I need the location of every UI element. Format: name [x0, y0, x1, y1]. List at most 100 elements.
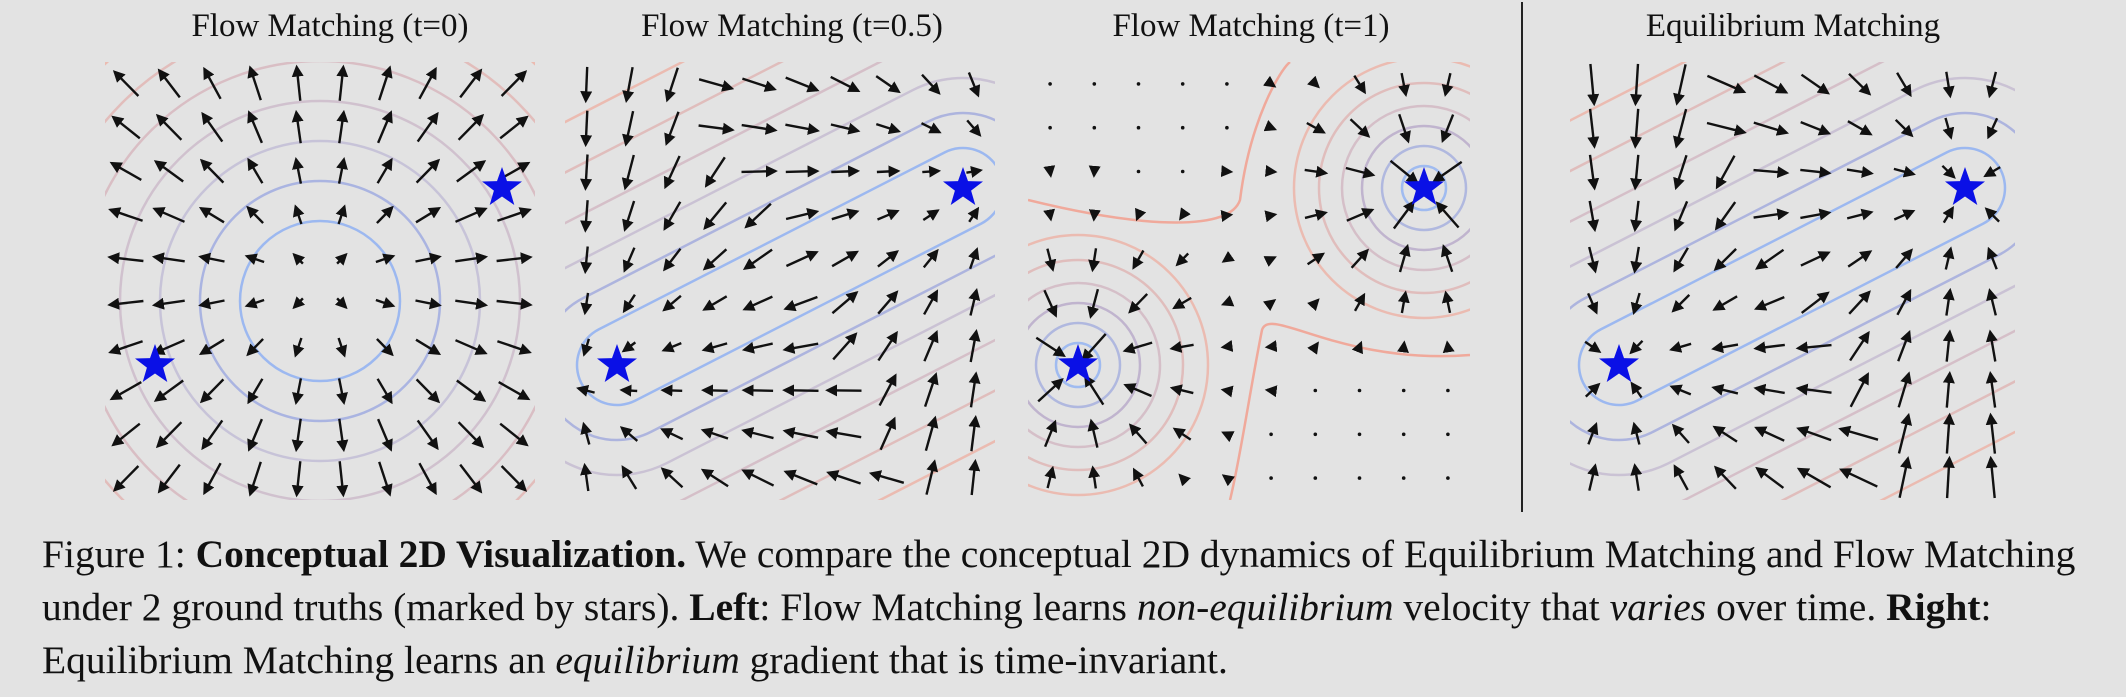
field-arrow: [826, 470, 861, 485]
field-arrow: [107, 252, 144, 265]
field-arrow: [376, 205, 394, 224]
field-arrow: [457, 421, 485, 449]
field-arrow: [663, 247, 682, 272]
field-arrow: [496, 252, 533, 265]
field-arrow: [622, 66, 635, 103]
field-arrow: [1985, 371, 1998, 408]
field-dot: [1048, 125, 1052, 130]
field-arrow: [1986, 117, 1999, 140]
field-arrow: [830, 75, 861, 92]
caption-text-3: velocity that: [1403, 585, 1600, 629]
field-arrow: [785, 165, 820, 178]
contour-line: [1400, 164, 1448, 212]
field-arrow: [151, 252, 185, 265]
field-arrow: [199, 378, 225, 404]
field-arrow: [1897, 371, 1912, 408]
field-arrow: [418, 462, 437, 496]
field-arrow: [921, 73, 941, 95]
field-arrow: [415, 297, 442, 310]
field-arrow: [1587, 154, 1600, 191]
field-arrow: [1942, 412, 1955, 454]
field-arrow: [875, 75, 901, 94]
field-arrow: [1088, 248, 1101, 273]
field-arrow: [246, 338, 264, 357]
field-arrow: [1942, 205, 1954, 224]
field-arrow: [1587, 108, 1600, 149]
field-arrow: [580, 462, 592, 492]
field-arrow: [247, 378, 264, 405]
field-arrow: [580, 154, 593, 191]
contour-line: [1028, 281, 1162, 449]
field-arrow: [376, 110, 393, 144]
field-arrow: [1221, 431, 1235, 443]
field-arrow: [825, 427, 862, 439]
field-arrow: [967, 206, 980, 223]
contour-line: [1570, 76, 2015, 477]
field-arrow: [1753, 208, 1790, 221]
field-arrow: [1800, 251, 1831, 267]
field-arrow: [1263, 75, 1277, 88]
field-arrow: [831, 250, 859, 268]
field-arrow: [203, 66, 222, 100]
field-arrow: [1088, 209, 1101, 222]
field-arrow: [1800, 208, 1832, 221]
field-arrow: [1043, 208, 1056, 222]
field-arrow: [1440, 114, 1455, 144]
field-arrow: [1084, 374, 1105, 406]
field-arrow: [500, 70, 528, 97]
field-arrow: [1755, 248, 1785, 270]
field-arrow: [701, 384, 728, 397]
field-arrow: [1220, 385, 1234, 398]
field-arrow: [968, 415, 981, 452]
field-arrow: [876, 165, 901, 178]
field-arrow: [868, 470, 905, 484]
field-arrow: [1673, 154, 1688, 191]
field-arrow: [1630, 463, 1643, 491]
field-arrow: [1440, 244, 1454, 273]
field-arrow: [744, 202, 772, 229]
field-arrow: [923, 329, 939, 362]
field-arrow: [109, 381, 142, 401]
field-arrow: [1630, 421, 1643, 445]
contour-line: [1577, 146, 2007, 407]
field-arrow: [1630, 108, 1643, 149]
field-arrow: [496, 297, 533, 310]
field-dot: [1180, 169, 1185, 174]
field-arrow: [1587, 422, 1599, 445]
contour-line: [105, 62, 535, 500]
field-arrow: [1753, 74, 1789, 94]
field-arrow: [1264, 340, 1278, 353]
field-arrow: [153, 160, 184, 183]
field-arrow: [1630, 200, 1643, 233]
field-arrow: [1983, 165, 2001, 178]
contour-line: [565, 62, 995, 500]
field-arrow: [456, 379, 487, 402]
field-arrow: [416, 111, 439, 143]
caption-text-6: gradient that is time-invariant.: [749, 638, 1228, 682]
field-arrow: [1753, 383, 1785, 396]
field-arrow: [967, 72, 981, 98]
field-arrow: [336, 461, 349, 498]
field-arrow: [968, 458, 981, 496]
field-arrow: [203, 462, 222, 496]
field-arrow: [247, 157, 264, 184]
field-arrow: [1353, 292, 1366, 312]
contour-line: [118, 99, 522, 500]
field-arrow: [336, 378, 348, 405]
field-arrow: [1941, 164, 1956, 179]
field-arrow: [1669, 341, 1692, 353]
field-arrow: [199, 158, 225, 184]
field-arrow: [198, 338, 225, 355]
field-arrow: [497, 340, 532, 355]
field-arrow: [247, 110, 264, 144]
field-arrow: [336, 418, 349, 453]
field-arrow: [1942, 329, 1955, 362]
field-arrow: [830, 122, 861, 135]
field-arrow: [247, 418, 264, 452]
field-arrow: [1172, 427, 1192, 441]
field-arrow: [459, 463, 483, 494]
field-arrow: [1673, 464, 1689, 491]
field-arrow: [1942, 71, 1955, 99]
field-arrow: [742, 295, 773, 311]
field-arrow: [922, 209, 940, 222]
